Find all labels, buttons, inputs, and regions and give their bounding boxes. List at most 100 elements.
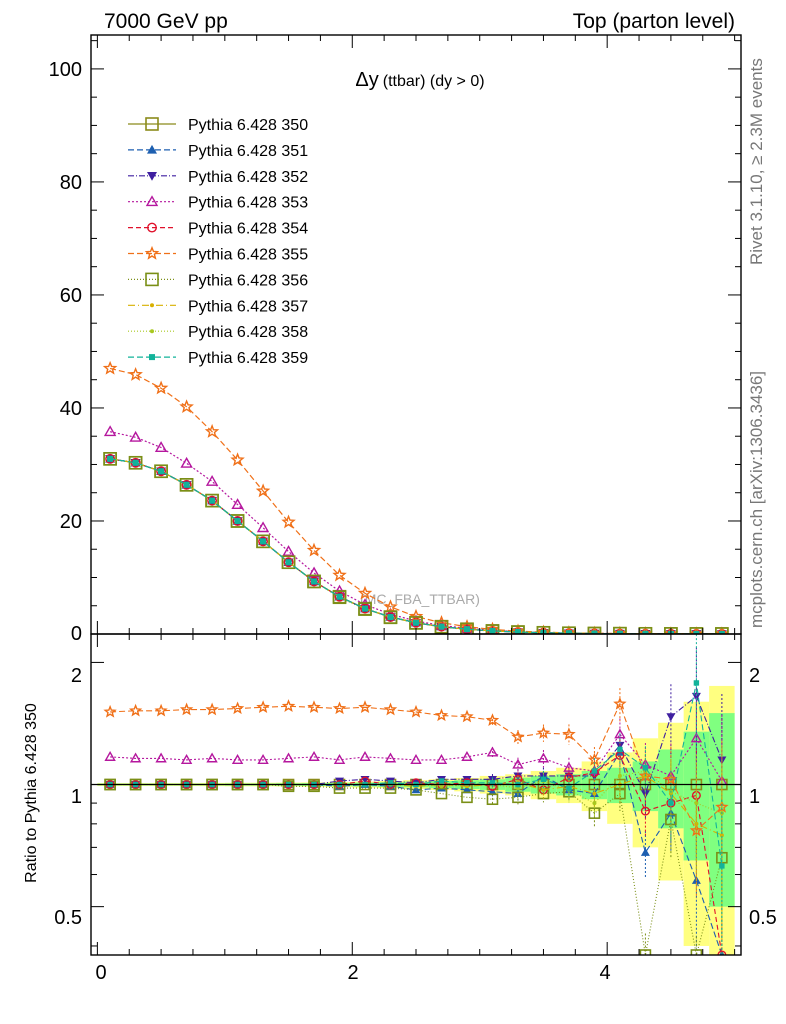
marker-square [718, 630, 725, 634]
ytick-ratio-label: 0.5 [54, 907, 82, 929]
marker-square-open [383, 610, 398, 625]
marker-square [617, 746, 623, 753]
marker-square-open [308, 780, 320, 793]
ytick-ratio-label-right: 1 [749, 786, 760, 808]
marker-dot [150, 329, 154, 334]
marker-star [460, 709, 474, 723]
marker-triangle-open [155, 752, 167, 763]
marker-star [434, 708, 449, 722]
marker-star [332, 701, 347, 715]
marker-square [642, 765, 649, 771]
legend-label: Pythia 6.428 355 [188, 247, 308, 264]
marker-square [566, 785, 572, 791]
marker-square [719, 863, 725, 869]
marker-star [144, 245, 160, 260]
marker-square-open [154, 464, 168, 479]
mcplots-label: mcplots.cern.ch [arXiv:1306.3436] [747, 371, 766, 628]
marker-square-open [230, 514, 245, 528]
series-line [110, 458, 722, 634]
marker-dot [592, 791, 597, 796]
marker-star [281, 699, 296, 712]
marker-star [204, 423, 220, 438]
marker-square [514, 629, 521, 634]
marker-star [562, 727, 576, 741]
marker-star [307, 700, 321, 714]
marker-square-open [281, 555, 296, 570]
marker-triangle-open [410, 753, 422, 764]
xtick-label: 0 [95, 962, 106, 984]
xtick-label: 2 [347, 962, 358, 984]
legend-label: Pythia 6.428 352 [188, 169, 308, 186]
marker-dot [617, 773, 622, 778]
marker-circle-open [309, 576, 319, 587]
marker-triangle-open [129, 752, 142, 763]
marker-star [306, 542, 322, 557]
marker-square-open [461, 791, 473, 804]
marker-star [408, 608, 424, 623]
marker-square [668, 800, 674, 806]
series-line [110, 458, 722, 634]
ytick-main-label: 100 [49, 59, 82, 81]
marker-square-open [282, 780, 295, 793]
marker-triangle [640, 847, 650, 856]
xtick-label: 4 [599, 962, 610, 984]
legend-label: Pythia 6.428 359 [188, 350, 308, 367]
marker-triangle-down [147, 172, 157, 181]
marker-square-open [358, 602, 372, 616]
marker-square-open [128, 455, 143, 470]
ytick-ratio-label-right: 0.5 [749, 907, 777, 929]
marker-triangle-open [614, 728, 626, 739]
marker-circle-open [105, 453, 116, 464]
marker-triangle-open [206, 752, 218, 763]
marker-star [613, 696, 627, 710]
marker-square-open [145, 117, 159, 131]
marker-square [260, 538, 267, 545]
marker-square [693, 630, 700, 634]
marker-triangle-open [104, 750, 116, 761]
marker-triangle-open [282, 545, 295, 556]
marker-triangle-open [129, 430, 142, 442]
marker-star [153, 380, 169, 395]
marker-square [591, 768, 598, 774]
marker-square [387, 780, 394, 786]
ytick-main-label: 80 [60, 172, 82, 194]
marker-circle-open [181, 479, 192, 490]
marker-star [663, 626, 679, 634]
marker-circle-open [130, 457, 141, 468]
marker-square-open [103, 452, 117, 466]
marker-square-open [486, 793, 499, 806]
marker-circle-open [147, 222, 157, 233]
marker-star [332, 567, 347, 582]
marker-dot [592, 801, 597, 806]
marker-triangle-open [154, 441, 168, 452]
marker-square [438, 778, 445, 784]
marker-star [561, 625, 577, 634]
marker-triangle-open [180, 456, 193, 468]
marker-star [409, 704, 423, 718]
marker-star [714, 626, 730, 634]
marker-star [612, 625, 628, 634]
rivet-label: Rivet 3.1.10, ≥ 2.3M events [747, 58, 766, 265]
marker-dot [694, 801, 699, 806]
marker-circle-open [207, 495, 218, 506]
marker-triangle-down [666, 713, 676, 722]
marker-star [128, 703, 143, 717]
marker-triangle-open [257, 753, 269, 764]
marker-star [485, 713, 500, 727]
series-line [110, 458, 722, 634]
marker-square [693, 680, 700, 686]
legend: Pythia 6.428 350 Pythia 6.428 351 Pythia 6… [128, 117, 308, 367]
marker-triangle-open [512, 758, 524, 769]
marker-triangle [462, 785, 472, 794]
marker-triangle-open [435, 753, 448, 764]
legend-label: Pythia 6.428 354 [188, 221, 308, 238]
ytick-main-label: 60 [60, 285, 82, 307]
marker-square [489, 780, 496, 786]
marker-triangle-open [563, 761, 575, 772]
marker-star [536, 725, 551, 739]
marker-triangle-open [537, 752, 550, 763]
marker-star [230, 452, 245, 467]
marker-square [591, 630, 598, 634]
legend-label: Pythia 6.428 357 [188, 298, 308, 315]
series-line [110, 458, 722, 634]
